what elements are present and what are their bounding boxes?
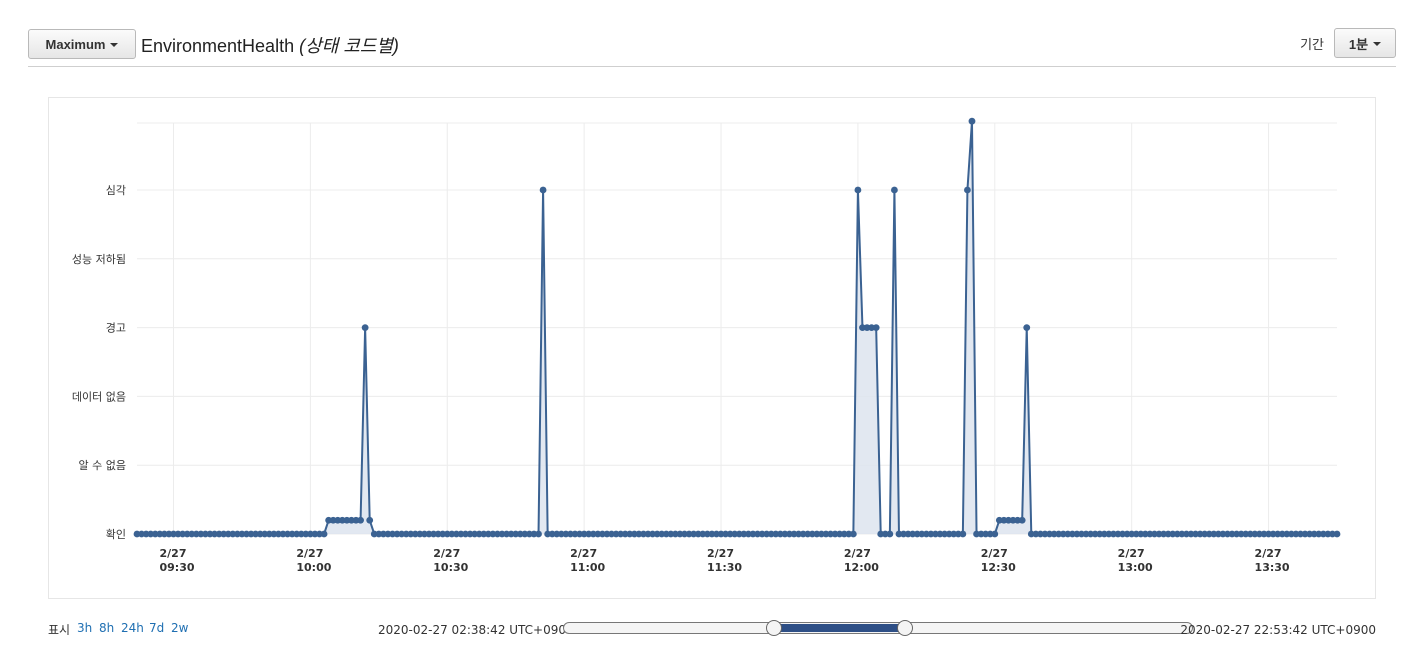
x-tick-time: 12:30: [981, 561, 1016, 574]
x-tick-time: 10:30: [433, 561, 468, 574]
caret-down-icon: [1373, 41, 1382, 46]
slider-handle-left[interactable]: [766, 620, 783, 636]
range-link-2w[interactable]: 2w: [171, 621, 189, 635]
x-tick-time: 10:00: [296, 561, 331, 574]
show-label: 표시: [48, 623, 71, 637]
y-tick-label: 심각: [106, 184, 126, 197]
period-label: 기간: [1300, 38, 1324, 53]
data-point: [886, 530, 894, 538]
range-link-8h[interactable]: 8h: [99, 621, 115, 635]
data-point: [1333, 530, 1341, 538]
x-tick-date: 2/27: [1255, 547, 1282, 560]
x-tick-date: 2/27: [707, 547, 734, 560]
series-line: [137, 120, 1337, 535]
x-tick-time: 09:30: [160, 561, 195, 574]
title-suffix: (상태 코드별): [299, 36, 399, 56]
data-point: [872, 324, 880, 331]
time-range-slider[interactable]: [563, 620, 1193, 636]
data-point: [366, 516, 374, 524]
data-point: [854, 186, 862, 194]
x-tick-date: 2/27: [570, 547, 597, 560]
caret-down-icon: [110, 42, 119, 47]
data-point: [539, 186, 547, 194]
x-tick-date: 2/27: [160, 547, 187, 560]
period-dropdown-button[interactable]: 1분: [1334, 28, 1396, 58]
y-tick-label: 알 수 없음: [79, 458, 126, 472]
chart-container: 확인 알 수 없음 데이터 없음 경고 성능 저하됨 심각 2/27 09:30 2/27 10:…: [48, 97, 1376, 599]
data-point: [1023, 324, 1031, 331]
data-point: [964, 186, 971, 194]
data-point: [891, 186, 898, 194]
data-point: [991, 530, 999, 538]
data-point: [361, 324, 369, 331]
period-value: 1분: [1348, 36, 1369, 52]
data-point: [357, 516, 364, 524]
x-tick-date: 2/27: [981, 547, 1008, 560]
x-tick-time: 11:00: [570, 561, 605, 574]
x-tick-time: 13:00: [1118, 561, 1153, 574]
range-link-3h[interactable]: 3h: [77, 621, 93, 635]
data-point: [1018, 516, 1026, 524]
chart-title: EnvironmentHealth (상태 코드별): [141, 32, 399, 58]
y-tick-label: 성능 저하됨: [72, 252, 126, 266]
range-link-24h[interactable]: 24h: [121, 621, 144, 635]
statistic-dropdown-button[interactable]: Maximum: [28, 29, 136, 59]
y-tick-label: 경고: [106, 322, 126, 335]
range-start-date: 2020-02-27 02:38:42 UTC+0900: [378, 623, 574, 637]
title-metric: EnvironmentHealth: [141, 36, 295, 56]
statistic-label: Maximum: [45, 36, 106, 52]
x-tick-time: 11:30: [707, 561, 742, 574]
x-tick-date: 2/27: [844, 547, 871, 560]
time-range-footer: 표시 3h 8h 24h 7d 2w 2020-02-27 02:38:42 U…: [48, 616, 1376, 640]
slider-selected-range: [774, 624, 905, 632]
x-tick-time: 13:30: [1255, 561, 1290, 574]
slider-handle-right[interactable]: [897, 620, 913, 636]
x-tick-date: 2/27: [433, 547, 460, 560]
y-tick-label: 확인: [106, 528, 126, 541]
data-point: [849, 530, 857, 538]
x-tick-date: 2/27: [1118, 547, 1145, 560]
data-point: [320, 530, 328, 538]
chart-header: Maximum EnvironmentHealth (상태 코드별) 기간 1분: [28, 28, 1396, 67]
x-tick-time: 12:00: [844, 561, 879, 574]
y-tick-label: 데이터 없음: [72, 390, 126, 403]
range-end-date: 2020-02-27 22:53:42 UTC+0900: [1180, 623, 1376, 637]
range-link-7d[interactable]: 7d: [149, 621, 165, 635]
data-point: [959, 530, 967, 538]
x-tick-date: 2/27: [296, 547, 323, 560]
data-point: [968, 117, 976, 125]
data-point: [535, 530, 542, 538]
